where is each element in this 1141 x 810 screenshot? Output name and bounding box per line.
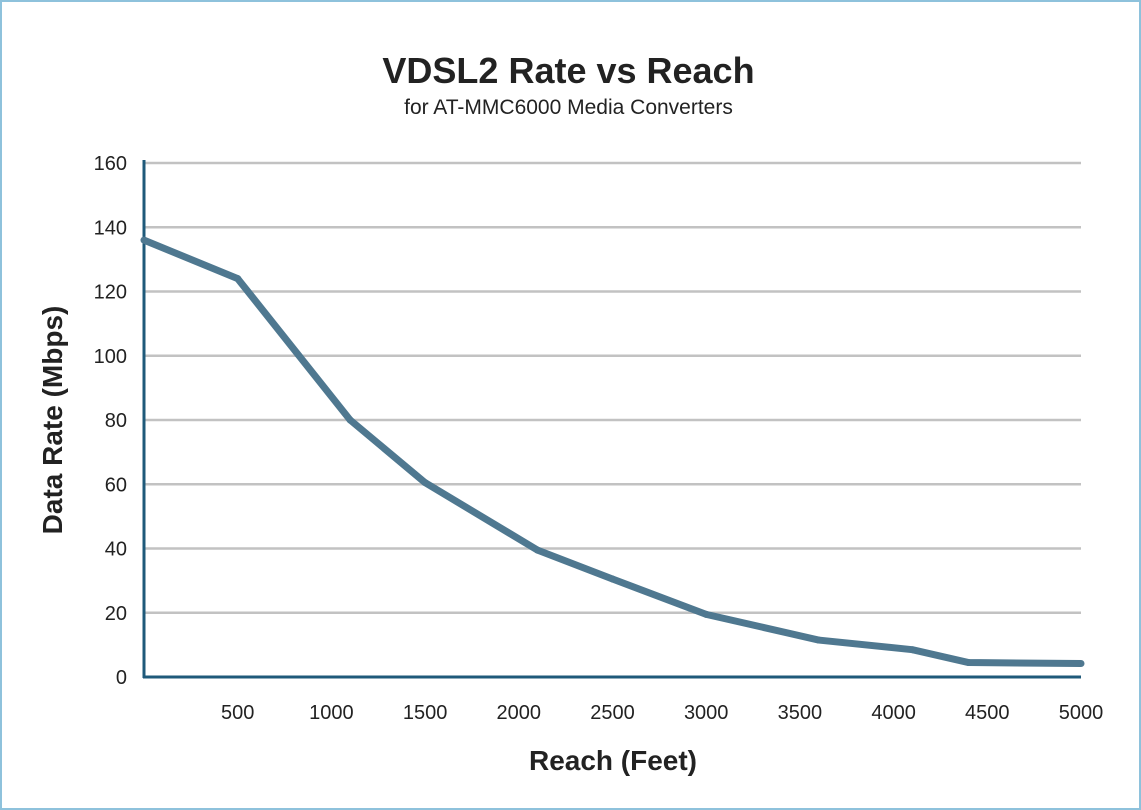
data-point bbox=[534, 546, 542, 554]
y-tick-label: 100 bbox=[94, 346, 127, 368]
data-point bbox=[815, 636, 823, 644]
x-tick-label: 5000 bbox=[1059, 702, 1104, 724]
y-tick-label: 20 bbox=[105, 603, 127, 625]
y-tick-label: 0 bbox=[116, 667, 127, 689]
data-point bbox=[702, 610, 710, 618]
x-axis-label: Reach (Feet) bbox=[529, 745, 697, 776]
chart-subtitle: for AT-MMC6000 Media Converters bbox=[404, 96, 733, 119]
x-tick-label: 4000 bbox=[871, 702, 916, 724]
grid-lines bbox=[144, 161, 1081, 614]
data-point bbox=[234, 275, 242, 283]
y-tick-label: 140 bbox=[94, 217, 127, 239]
data-point bbox=[908, 646, 916, 654]
y-tick-label: 60 bbox=[105, 474, 127, 496]
x-tick-label: 500 bbox=[221, 702, 254, 724]
data-point bbox=[421, 479, 429, 487]
x-tick-label: 2000 bbox=[497, 702, 542, 724]
data-point bbox=[346, 416, 354, 424]
axes bbox=[142, 160, 1081, 679]
data-point bbox=[140, 236, 148, 244]
x-tick-label: 4500 bbox=[965, 702, 1010, 724]
y-tick-label: 80 bbox=[105, 410, 127, 432]
data-point bbox=[609, 575, 616, 583]
x-tick-label: 1500 bbox=[403, 702, 448, 724]
y-tick-label: 120 bbox=[94, 282, 127, 304]
series-layer bbox=[140, 236, 1085, 668]
x-tick-label: 1000 bbox=[309, 702, 354, 724]
chart-title: VDSL2 Rate vs Reach bbox=[382, 50, 755, 91]
y-tick-label: 40 bbox=[105, 539, 127, 561]
y-tick-label: 160 bbox=[94, 153, 127, 175]
data-point bbox=[1077, 660, 1085, 668]
tick-labels: 0 20 40 60 80 100 120 140 160 500 1000 1500 2000 2500… bbox=[94, 153, 1104, 724]
data-point bbox=[965, 659, 973, 667]
x-tick-label: 3500 bbox=[778, 702, 823, 724]
x-tick-label: 3000 bbox=[684, 702, 729, 724]
x-tick-label: 2500 bbox=[590, 702, 635, 724]
y-axis-label: Data Rate (Mbps) bbox=[37, 306, 68, 535]
data-rate-line bbox=[142, 236, 1082, 668]
